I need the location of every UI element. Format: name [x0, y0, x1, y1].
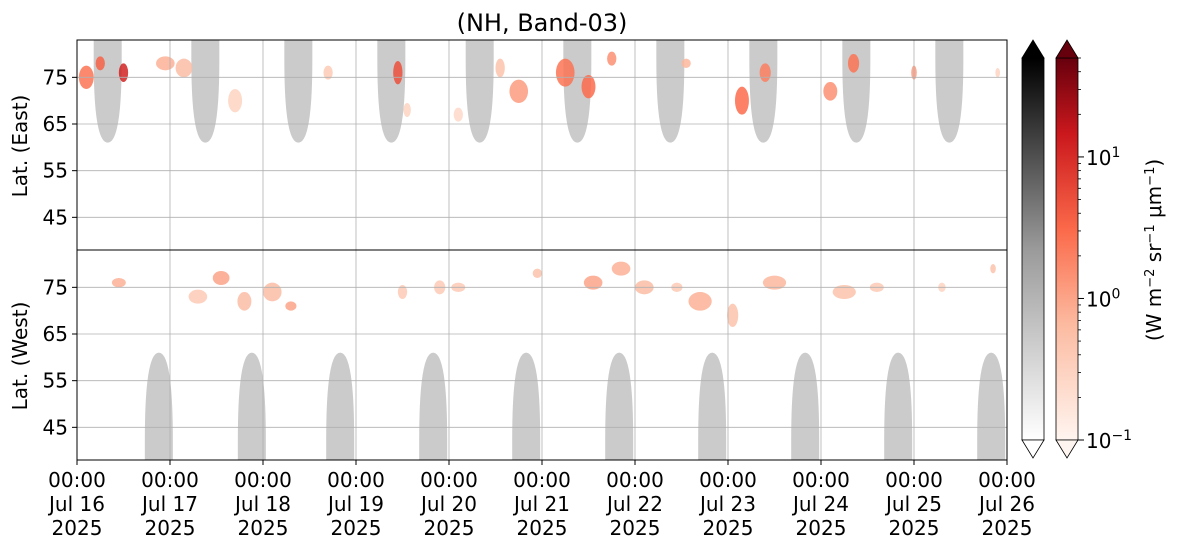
plot-area [76, 39, 1008, 461]
west-aurora-blob-1 [188, 289, 208, 304]
west-aurora-blob-0 [111, 278, 126, 288]
west-aurora-blob-3 [237, 292, 252, 311]
xtick-label-10: 00:00 Jul 26 2025 [977, 468, 1036, 540]
east-ytick-label-0: 45 [43, 205, 68, 229]
colorbar-tick-label-1: 100 [1086, 286, 1120, 311]
gray-colorbar [1021, 39, 1045, 459]
red-colorbar-max-arrow [1055, 39, 1079, 59]
west-daylight-mask-1 [237, 352, 266, 460]
xtick-label-9: 00:00 Jul 25 2025 [884, 468, 943, 540]
colorbar-ticks: 10−1 100 101 [1078, 57, 1132, 453]
east-aurora-blob-17 [759, 63, 771, 82]
chart-title: (NH, Band-03) [457, 9, 628, 37]
east-aurora-blob-14 [607, 51, 617, 66]
west-daylight-mask-8 [884, 352, 913, 460]
xtick-label-4: 00:00 Jul 20 2025 [419, 468, 478, 540]
east-daylight-mask-1 [191, 40, 220, 143]
west-aurora-blob-17 [832, 285, 856, 299]
xtick-label-2: 00:00 Jul 18 2025 [233, 468, 292, 540]
west-panel [111, 261, 1006, 460]
west-aurora-blob-16 [762, 275, 787, 290]
east-daylight-mask-4 [465, 40, 494, 143]
west-daylight-mask-6 [698, 352, 727, 460]
east-aurora-blob-6 [323, 65, 333, 80]
east-daylight-mask-6 [656, 40, 685, 143]
east-aurora-blob-15 [681, 58, 691, 68]
west-ytick-label-0: 75 [43, 275, 68, 299]
east-aurora-blob-2 [118, 63, 129, 82]
west-daylight-mask-3 [419, 352, 448, 460]
west-ytick-label-1: 65 [43, 322, 68, 346]
east-daylight-mask-2 [284, 40, 313, 143]
west-daylight-mask-9 [977, 352, 1006, 460]
west-aurora-blob-9 [532, 268, 542, 279]
west-daylight-mask-0 [144, 352, 173, 460]
east-daylight-mask-9 [935, 40, 964, 143]
west-aurora-blob-11 [611, 261, 631, 276]
gray-colorbar-body [1021, 57, 1045, 441]
colorbar-tick-label-0: 10−1 [1086, 428, 1132, 453]
west-aurora-blob-10 [583, 275, 603, 290]
west-aurora-blob-14 [688, 292, 712, 311]
xtick-label-1: 00:00 Jul 17 2025 [140, 468, 199, 540]
xtick-label-6: 00:00 Jul 22 2025 [605, 468, 664, 540]
west-aurora-blob-5 [285, 301, 297, 311]
east-aurora-blob-7 [393, 60, 403, 85]
west-aurora-blob-2 [212, 271, 230, 285]
east-aurora-blob-13 [581, 75, 596, 99]
red-colorbar-body [1055, 57, 1079, 441]
west-daylight-mask-4 [512, 352, 541, 460]
east-aurora-blob-4 [175, 58, 193, 78]
west-daylight-mask-2 [326, 352, 355, 460]
red-colorbar-min-arrow [1055, 439, 1079, 459]
xtick-label-7: 00:00 Jul 23 2025 [698, 468, 757, 540]
y-axes: 45 55 65 75 75 65 55 45 [43, 65, 77, 439]
east-daylight-mask-7 [749, 40, 778, 143]
xtick-label-8: 00:00 Jul 24 2025 [791, 468, 850, 540]
east-aurora-blob-10 [495, 58, 505, 78]
east-aurora-blob-11 [509, 79, 529, 104]
east-aurora-blob-8 [403, 103, 411, 117]
east-aurora-blob-21 [995, 68, 1001, 78]
east-aurora-blob-9 [453, 107, 463, 122]
east-aurora-blob-12 [555, 58, 575, 87]
west-aurora-blob-6 [397, 285, 408, 299]
west-ytick-label-2: 55 [43, 369, 68, 393]
east-panel [78, 40, 1001, 143]
west-daylight-mask-5 [605, 352, 634, 460]
east-ytick-label-1: 55 [43, 159, 68, 183]
east-daylight-mask-3 [377, 40, 406, 143]
xtick-label-3: 00:00 Jul 19 2025 [326, 468, 385, 540]
east-aurora-blob-19 [847, 54, 860, 73]
west-ytick-label-3: 45 [43, 415, 68, 439]
colorbar-tick-label-2: 101 [1086, 145, 1120, 170]
red-colorbar [1055, 39, 1079, 459]
east-aurora-blob-1 [95, 56, 105, 71]
west-daylight-mask-7 [791, 352, 820, 460]
xtick-label-5: 00:00 Jul 21 2025 [512, 468, 571, 540]
east-aurora-blob-3 [156, 56, 175, 71]
east-ytick-label-2: 65 [43, 112, 68, 136]
east-aurora-blob-5 [228, 89, 243, 113]
y-axis-label-west: Lat. (West) [8, 302, 32, 411]
east-daylight-mask-0 [93, 40, 122, 143]
west-aurora-blob-20 [990, 264, 996, 274]
east-ytick-label-3: 75 [43, 65, 68, 89]
xtick-label-0: 00:00 Jul 16 2025 [47, 468, 106, 540]
y-axis-label-east: Lat. (East) [8, 95, 32, 198]
gray-colorbar-max-arrow [1021, 39, 1045, 59]
west-aurora-blob-15 [727, 303, 739, 328]
east-aurora-blob-16 [734, 86, 749, 115]
colorbar-label: (W m−2 sr−1 μm−1) [1142, 159, 1166, 341]
west-aurora-blob-4 [263, 282, 282, 302]
east-aurora-blob-18 [823, 82, 838, 101]
x-axis: 00:00 Jul 16 2025 00:00 Jul 17 2025 00:00 Jul 1… [47, 460, 1036, 540]
gray-colorbar-min-arrow [1021, 439, 1045, 459]
